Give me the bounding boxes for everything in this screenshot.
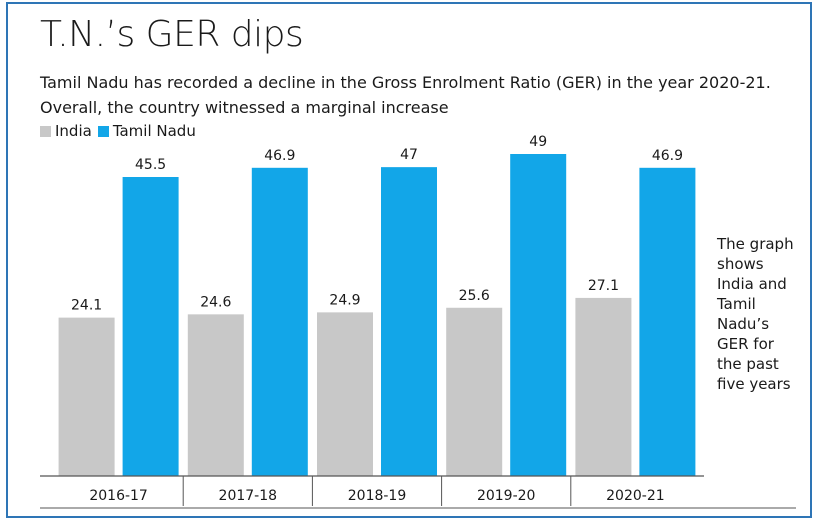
legend-label-tamil-nadu: Tamil Nadu [112, 122, 196, 140]
legend-label-india: India [55, 122, 92, 140]
chart-subtitle: Tamil Nadu has recorded a decline in the… [40, 73, 771, 117]
data-label-tamil-nadu-2020-21: 46.9 [652, 148, 683, 164]
legend: India Tamil Nadu [40, 122, 202, 140]
bar-tamil-nadu-2016-17 [122, 177, 179, 476]
data-label-tamil-nadu-2017-18: 46.9 [264, 148, 295, 164]
bar-india-2017-18 [187, 314, 244, 476]
chart-note: The graph shows India and Tamil Nadu’s G… [717, 235, 794, 393]
bar-tamil-nadu-2020-21 [639, 167, 696, 477]
chart-title: T.N.’s GER dips [40, 14, 304, 55]
data-label-india-2016-17: 24.1 [71, 298, 102, 314]
bar-tamil-nadu-2018-19 [381, 167, 437, 476]
bar-india-2018-19 [317, 312, 373, 476]
legend-swatch-tamil-nadu [97, 125, 109, 137]
data-label-tamil-nadu-2018-19: 47 [400, 147, 418, 163]
bar-india-2019-20 [446, 307, 503, 476]
data-label-tamil-nadu-2016-17: 45.5 [135, 157, 166, 173]
x-tick-label-2019-20: 2019-20 [477, 488, 536, 504]
legend-item-india: India [40, 122, 92, 140]
bar-tamil-nadu-2017-18 [251, 167, 308, 477]
x-tick-label-2016-17: 2016-17 [89, 488, 148, 504]
x-tick-label-2020-21: 2020-21 [606, 488, 665, 504]
data-label-india-2017-18: 24.6 [200, 294, 231, 310]
x-tick-label-2018-19: 2018-19 [348, 488, 407, 504]
data-label-india-2018-19: 24.9 [329, 292, 360, 308]
legend-item-tamil-nadu: Tamil Nadu [97, 122, 196, 140]
bar-india-2020-21 [575, 297, 632, 476]
x-tick-label-2017-18: 2017-18 [219, 488, 278, 504]
data-label-india-2019-20: 25.6 [459, 288, 490, 304]
legend-swatch-india [40, 125, 51, 137]
data-label-tamil-nadu-2019-20: 49 [529, 134, 547, 150]
bar-tamil-nadu-2019-20 [510, 154, 567, 476]
bar-india-2016-17 [58, 317, 115, 476]
data-label-india-2020-21: 27.1 [588, 278, 619, 294]
